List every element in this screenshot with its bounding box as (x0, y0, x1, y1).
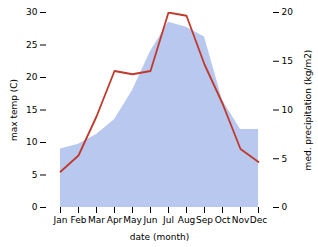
svg-text:5: 5 (282, 154, 288, 164)
svg-text:15: 15 (26, 105, 37, 115)
svg-text:10: 10 (282, 105, 294, 115)
svg-text:25: 25 (26, 40, 37, 50)
svg-text:date (month): date (month) (130, 232, 189, 242)
svg-text:Sep: Sep (196, 215, 213, 225)
svg-text:Dec: Dec (250, 215, 267, 225)
svg-text:0: 0 (32, 202, 38, 212)
svg-text:30: 30 (26, 7, 38, 17)
svg-text:10: 10 (26, 137, 38, 147)
svg-text:Apr: Apr (107, 215, 123, 225)
svg-text:May: May (123, 215, 142, 225)
svg-text:0: 0 (282, 202, 288, 212)
svg-text:Jul: Jul (162, 215, 174, 225)
svg-text:15: 15 (282, 56, 293, 66)
svg-text:Jun: Jun (142, 215, 157, 225)
svg-text:Mar: Mar (88, 215, 105, 225)
svg-text:Nov: Nov (232, 215, 250, 225)
svg-text:5: 5 (32, 170, 38, 180)
svg-text:max temp (C): max temp (C) (9, 79, 19, 141)
svg-text:20: 20 (26, 72, 38, 82)
svg-text:Aug: Aug (178, 215, 196, 225)
svg-text:Jan: Jan (53, 215, 68, 225)
svg-text:Oct: Oct (215, 215, 231, 225)
svg-text:20: 20 (282, 7, 294, 17)
svg-text:med. precipitation (kg/m2): med. precipitation (kg/m2) (303, 50, 313, 171)
svg-text:Feb: Feb (71, 215, 87, 225)
